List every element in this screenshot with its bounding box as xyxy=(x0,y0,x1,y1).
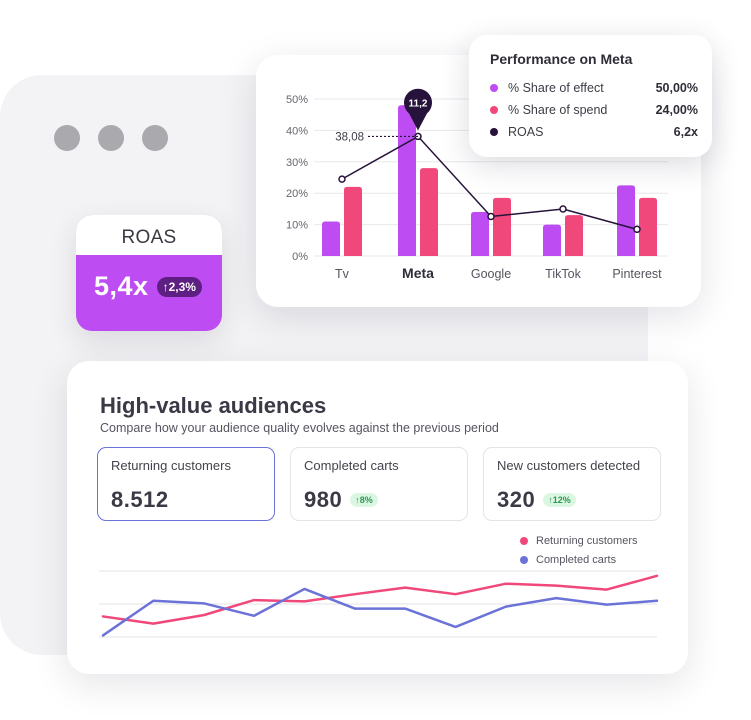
roas-point xyxy=(633,225,641,234)
legend-bullet-icon xyxy=(490,128,498,136)
metric-label: New customers detected xyxy=(497,458,641,473)
y-tick-label: 40% xyxy=(286,125,308,137)
y-tick-label: 10% xyxy=(286,220,308,232)
performance-row-label: % Share of spend xyxy=(508,103,608,117)
y-tick-label: 0% xyxy=(292,251,308,263)
window-dot-icon[interactable] xyxy=(54,125,80,151)
metric-change-badge: ↑12% xyxy=(543,493,576,507)
reference-label: 38,08 xyxy=(335,131,364,143)
metric-card-completed-carts[interactable]: Completed carts 980 ↑8% xyxy=(290,447,468,521)
pin-label: 11,2 xyxy=(409,98,428,109)
performance-row-value: 50,00% xyxy=(655,81,698,95)
legend-label: Returning customers xyxy=(536,534,638,547)
legend-bullet-icon xyxy=(490,106,498,114)
trend-line xyxy=(101,574,659,625)
audiences-subtitle: Compare how your audience quality evolve… xyxy=(100,421,499,435)
x-tick-label: Google xyxy=(471,267,511,281)
performance-row-label: % Share of effect xyxy=(508,81,604,95)
audiences-card: High-value audiences Compare how your au… xyxy=(67,361,688,674)
performance-row-value: 24,00% xyxy=(655,103,698,117)
y-tick-label: 50% xyxy=(286,94,308,106)
trend-legend: Returning customers Completed carts xyxy=(520,531,638,569)
metric-label: Returning customers xyxy=(111,458,231,473)
legend-bullet-icon xyxy=(490,84,498,92)
legend-item: Returning customers xyxy=(520,531,638,550)
metric-label: Completed carts xyxy=(304,458,399,473)
metric-change-badge: ↑8% xyxy=(350,493,378,507)
roas-point xyxy=(559,205,567,213)
y-tick-label: 20% xyxy=(286,188,308,200)
window-dot-icon[interactable] xyxy=(98,125,124,151)
performance-row: % Share of effect 50,00% xyxy=(490,77,698,99)
x-tick-label: Tv xyxy=(335,267,350,281)
bar xyxy=(398,105,416,256)
legend-bullet-icon xyxy=(520,555,528,564)
performance-row: ROAS 6,2x xyxy=(490,121,698,143)
window-dot-icon[interactable] xyxy=(142,125,168,151)
bar xyxy=(639,197,657,256)
metric-card-new-customers[interactable]: New customers detected 320 ↑12% xyxy=(483,447,661,521)
x-tick-label: Meta xyxy=(402,265,434,281)
bar xyxy=(471,212,489,256)
performance-row: % Share of spend 24,00% xyxy=(490,99,698,121)
roas-point xyxy=(338,175,346,183)
roas-change-badge: ↑2,3% xyxy=(156,276,202,297)
legend-label: Completed carts xyxy=(536,553,617,566)
performance-row-value: 6,2x xyxy=(673,125,698,139)
roas-card: ROAS 5,4x ↑2,3% xyxy=(76,215,222,331)
bar xyxy=(617,185,635,256)
x-tick-label: Pinterest xyxy=(612,267,662,281)
y-tick-label: 30% xyxy=(286,157,308,169)
metric-value: 980 xyxy=(304,487,343,512)
audience-trend-chart xyxy=(99,570,659,638)
roas-point xyxy=(487,212,495,221)
bar xyxy=(322,221,340,256)
metric-value: 320 xyxy=(497,487,536,512)
trend-line xyxy=(101,587,659,637)
bar xyxy=(344,186,362,256)
metric-value: 8.512 xyxy=(111,487,169,512)
window-controls xyxy=(54,125,168,151)
x-tick-label: TikTok xyxy=(545,267,581,281)
roas-value: 5,4x xyxy=(94,271,149,301)
performance-row-label: ROAS xyxy=(508,125,544,139)
bar xyxy=(543,224,561,256)
metric-card-returning-customers[interactable]: Returning customers 8.512 xyxy=(97,447,275,521)
audiences-title: High-value audiences xyxy=(100,393,327,418)
performance-title: Performance on Meta xyxy=(490,51,633,67)
map-pin-icon xyxy=(404,88,432,131)
bar xyxy=(420,168,438,256)
legend-item: Completed carts xyxy=(520,550,638,569)
channel-bar-chart: 0% 10% 20% 30% 40% 50% Tv Meta Google TikTok Pinte… xyxy=(286,88,668,281)
roas-card-title: ROAS xyxy=(76,215,222,255)
performance-tooltip: Performance on Meta % Share of effect 50… xyxy=(469,35,712,157)
bar xyxy=(493,197,511,256)
bar xyxy=(565,215,583,256)
legend-bullet-icon xyxy=(520,536,528,545)
